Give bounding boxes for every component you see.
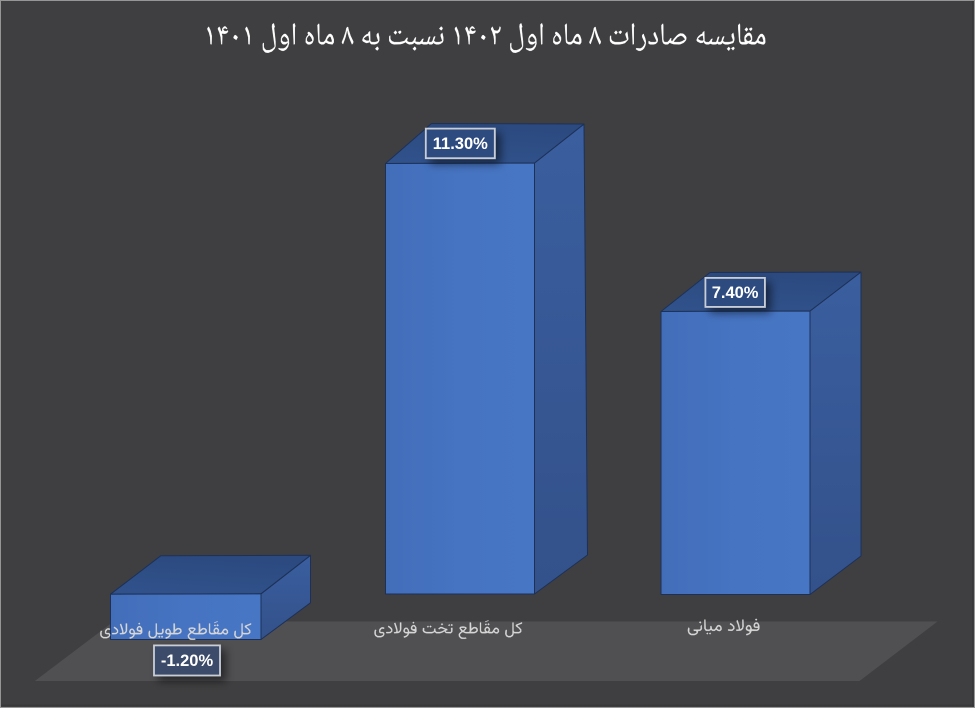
svg-text:-1.20%: -1.20% [161,652,214,670]
svg-text:7.40%: 7.40% [712,284,759,302]
svg-text:11.30%: 11.30% [433,135,488,153]
